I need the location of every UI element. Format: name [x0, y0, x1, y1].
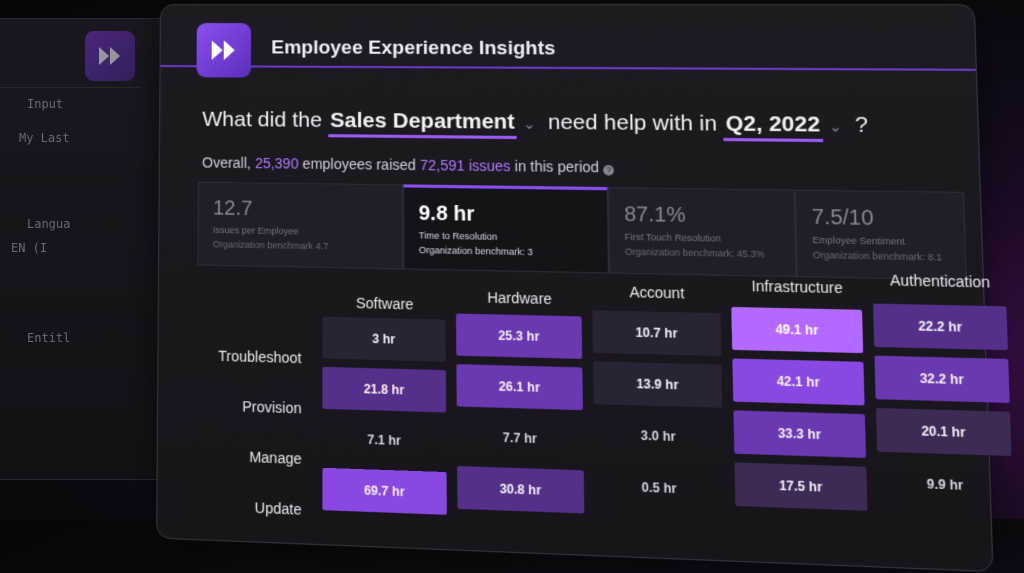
column-header-account: Account: [592, 283, 723, 303]
kpi-value: 12.7: [213, 197, 388, 223]
column-header-hardware: Hardware: [456, 288, 584, 308]
kpi-label: First Touch Resolution: [625, 232, 780, 245]
matrix-cell[interactable]: 33.3 hr: [733, 410, 866, 458]
app-title: Employee Experience Insights: [271, 37, 555, 60]
matrix-cell[interactable]: 3.0 hr: [594, 413, 724, 460]
row-header-manage: Manage: [188, 446, 301, 467]
question-prefix: What did the: [202, 108, 322, 132]
employee-count: 25,390: [255, 155, 299, 172]
summary-suffix: in this period: [515, 158, 600, 176]
row-header-troubleshoot: Troubleshoot: [189, 347, 302, 367]
matrix-cell[interactable]: 10.7 hr: [592, 310, 721, 356]
kpi-row: 12.7 Issues per Employee Organization be…: [197, 182, 966, 281]
matrix-cell[interactable]: 7.1 hr: [322, 417, 446, 463]
kpi-benchmark: Organization benchmark: 45.3%: [625, 246, 780, 259]
matrix-cell[interactable]: 3 hr: [322, 317, 445, 362]
question-suffix: ?: [855, 113, 869, 138]
row-header-provision: Provision: [189, 396, 302, 416]
matrix-cell[interactable]: 13.9 hr: [593, 361, 722, 407]
matrix-cell[interactable]: 20.1 hr: [876, 408, 1012, 456]
matrix-cell[interactable]: 0.5 hr: [594, 464, 724, 512]
kpi-benchmark: Organization benchmark 4.7: [213, 239, 388, 252]
kpi-benchmark: Organization benchmark: 3: [419, 245, 593, 259]
chevron-down-icon[interactable]: ⌄: [523, 115, 536, 132]
chevron-down-icon[interactable]: ⌄: [829, 118, 842, 135]
bg-item-my-last: My Last: [19, 131, 70, 145]
department-dropdown[interactable]: Sales Department: [328, 109, 517, 139]
matrix-cell[interactable]: 7.7 hr: [457, 415, 584, 462]
summary-middle: employees raised: [303, 155, 416, 173]
kpi-issues-per-employee[interactable]: 12.7 Issues per Employee Organization be…: [197, 182, 403, 270]
kpi-value: 7.5/10: [812, 206, 949, 233]
insights-panel: Employee Experience Insights What did th…: [156, 4, 993, 572]
bg-item-en: EN (I: [11, 241, 47, 255]
column-header-software: Software: [322, 294, 447, 313]
summary-line: Overall, 25,390 employees raised 72,591 …: [202, 154, 614, 175]
question-middle: need help with in: [548, 110, 717, 135]
issue-count[interactable]: 72,591 issues: [420, 157, 511, 175]
column-header-infrastructure: Infrastructure: [731, 277, 864, 297]
matrix-cell[interactable]: 42.1 hr: [732, 358, 864, 405]
matrix-cell[interactable]: 26.1 hr: [456, 364, 583, 410]
summary-prefix: Overall,: [202, 154, 251, 171]
kpi-benchmark: Organization benchmark: 8.1: [813, 250, 950, 263]
matrix-cell[interactable]: 30.8 hr: [457, 466, 584, 513]
kpi-value: 9.8 hr: [419, 202, 593, 229]
fast-forward-icon: [209, 38, 239, 62]
bg-item-language: Langua: [27, 217, 70, 231]
matrix-cell[interactable]: 25.3 hr: [456, 314, 582, 359]
fast-forward-icon: [97, 45, 123, 67]
app-logo[interactable]: [196, 23, 251, 78]
kpi-first-touch-resolution[interactable]: 87.1% First Touch Resolution Organizatio…: [608, 187, 797, 277]
background-app-logo: [85, 31, 135, 81]
matrix-cell[interactable]: 17.5 hr: [735, 462, 868, 510]
info-icon[interactable]: ?: [603, 165, 614, 176]
matrix-cell[interactable]: 49.1 hr: [731, 307, 863, 353]
column-header-authentication: Authentication: [872, 271, 1008, 291]
bg-item-input: Input: [27, 97, 63, 111]
matrix-cell[interactable]: 9.9 hr: [877, 461, 1013, 510]
kpi-employee-sentiment[interactable]: 7.5/10 Employee Sentiment Organization b…: [795, 190, 967, 281]
kpi-time-to-resolution[interactable]: 9.8 hr Time to Resolution Organization b…: [403, 184, 609, 273]
period-dropdown[interactable]: Q2, 2022: [723, 112, 823, 142]
matrix-cell[interactable]: 22.2 hr: [873, 304, 1008, 351]
panel-header: Employee Experience Insights: [161, 5, 976, 71]
kpi-value: 87.1%: [624, 203, 779, 230]
kpi-label: Employee Sentiment: [812, 235, 949, 248]
kpi-label: Time to Resolution: [419, 230, 593, 243]
kpi-label: Issues per Employee: [213, 225, 388, 238]
row-header-update: Update: [188, 497, 302, 518]
question-line: What did the Sales Department ⌄ need help…: [202, 108, 868, 143]
bg-item-entitle: Entitl: [27, 331, 70, 345]
matrix-cell[interactable]: 32.2 hr: [874, 356, 1009, 403]
matrix-cell[interactable]: 21.8 hr: [322, 367, 446, 413]
matrix-cell[interactable]: 69.7 hr: [322, 468, 446, 515]
